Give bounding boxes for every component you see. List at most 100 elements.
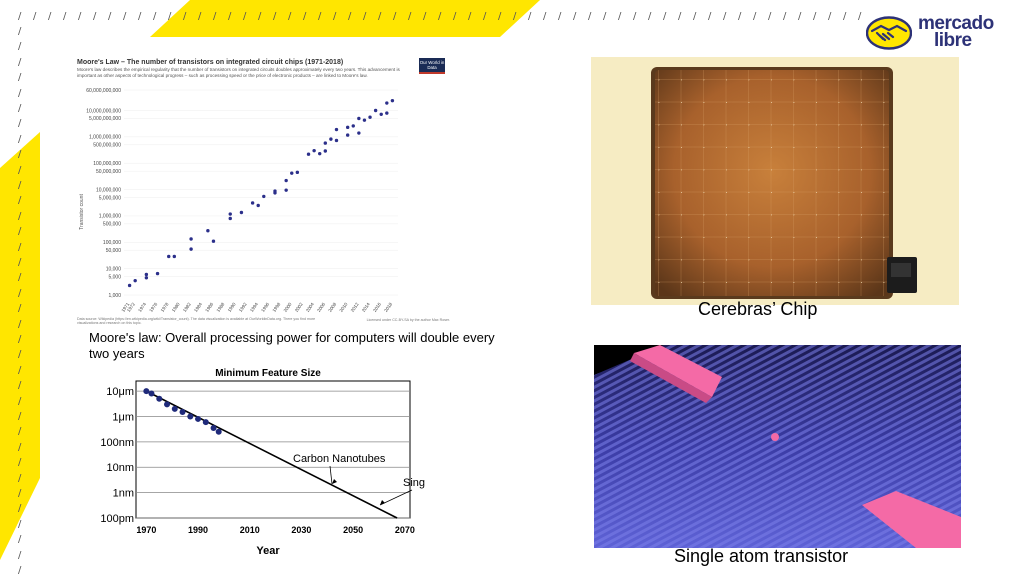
moore-ytick-label: 50,000,000 [96,169,121,175]
slash-mark: / [693,11,697,22]
slash-mark: / [618,11,622,22]
feature-data-point [148,390,155,397]
feature-chart-title: Minimum Feature Size [215,368,321,379]
moore-data-point [357,116,361,121]
slash-mark: / [348,11,352,22]
slash-mark: / [168,11,172,22]
moore-xtick-label: 1994 [249,301,259,313]
slash-mark: / [603,11,607,22]
slash-mark: / [18,287,22,299]
feature-xtick-label: 2050 [343,525,363,535]
moore-data-point [273,189,277,193]
slash-mark: / [813,11,817,22]
slash-mark: / [18,426,22,438]
moore-ytick-label: 10,000 [106,266,122,272]
slash-mark: / [288,11,292,22]
slash-mark: / [828,11,832,22]
moore-data-point [306,152,311,156]
moore-xtick-label: 1984 [193,301,203,313]
slash-mark: / [18,503,22,515]
moore-ytick-label: 1,000,000 [99,214,121,220]
slash-mark: / [18,241,22,253]
feature-xlabel: Year [256,545,280,557]
logo-text-libre: libre [934,30,972,51]
slash-mark: / [18,195,22,207]
moore-data-point [211,239,216,243]
slash-mark: / [303,11,307,22]
moore-ytick-label: 5,000,000,000 [89,116,121,122]
slash-mark: / [153,11,157,22]
slash-mark: / [483,11,487,22]
slash-mark: / [363,11,367,22]
single-atom-annotation: Single Atom! [403,477,425,489]
moore-xtick-label: 2016 [372,301,382,313]
slash-mark: / [18,164,22,176]
slash-mark: / [18,26,22,37]
moore-ytick-label: 5,000,000 [99,195,121,201]
moore-data-point [351,124,355,128]
slash-mark: / [18,41,22,53]
slash-mark: / [18,334,22,345]
slash-mark: / [408,11,412,22]
moore-data-point [385,111,389,115]
moore-data-point [334,138,339,143]
moore-ytick-label: 500,000,000 [93,143,121,149]
moore-xtick-label: 2010 [339,301,349,313]
slash-mark: / [783,11,787,22]
slash-mark: / [843,11,847,22]
slash-mark: / [498,11,502,22]
slash-mark: / [528,11,532,22]
slash-mark: / [18,303,22,315]
slash-mark: / [48,11,52,22]
moore-data-point [329,137,333,141]
slash-mark: / [318,11,322,22]
moore-ytick-label: 500,000 [103,222,121,228]
slash-mark: / [573,11,577,22]
slash-mark: / [18,103,22,114]
slash-mark: / [18,72,22,84]
moore-data-point [385,101,389,105]
slash-mark: / [213,11,217,22]
slash-mark: / [18,441,22,453]
slash-mark: / [18,395,22,407]
moore-ytick-label: 1,000,000,000 [89,135,121,141]
moore-data-point [284,188,288,192]
mercado-libre-logo: mercado libre [866,14,1006,54]
feature-data-point [156,395,163,402]
slash-mark: / [18,272,22,284]
moore-xtick-label: 1990 [227,301,237,313]
moore-ytick-label: 100,000,000 [93,161,121,167]
slash-mark: / [18,380,22,392]
feature-xtick-label: 2030 [291,525,311,535]
slash-mark: / [18,118,22,130]
slash-mark: / [18,457,22,469]
slash-mark: / [18,488,22,499]
slash-mark: / [708,11,712,22]
feature-data-point [187,413,194,420]
slash-mark: / [633,11,637,22]
slash-mark: / [18,549,22,561]
slash-mark: / [33,11,37,22]
feature-data-point [202,419,209,426]
moore-data-point [172,254,177,259]
slash-mark: / [93,11,97,22]
moore-ytick-label: 100,000 [103,240,121,246]
slash-mark: / [18,518,22,530]
feature-data-point [143,388,150,395]
moore-xtick-label: 1982 [182,301,192,313]
moore-data-point [373,108,378,113]
annotation-arrowhead [332,479,337,484]
slash-mark: / [18,210,22,222]
moore-data-point [228,216,232,221]
slash-mark: / [18,87,22,99]
moore-xtick-label: 2002 [294,301,304,313]
single-atom-transistor-image [594,345,961,548]
slash-mark: / [18,534,22,546]
slash-mark: / [18,226,22,238]
moore-xtick-label: 2006 [316,301,326,313]
slash-mark: / [18,411,22,422]
slash-mark: / [738,11,742,22]
moores-law-source: Data source: Wikipedia (https://en.wikip… [77,317,316,326]
moore-data-point [345,133,350,137]
handshake-icon [866,16,912,50]
